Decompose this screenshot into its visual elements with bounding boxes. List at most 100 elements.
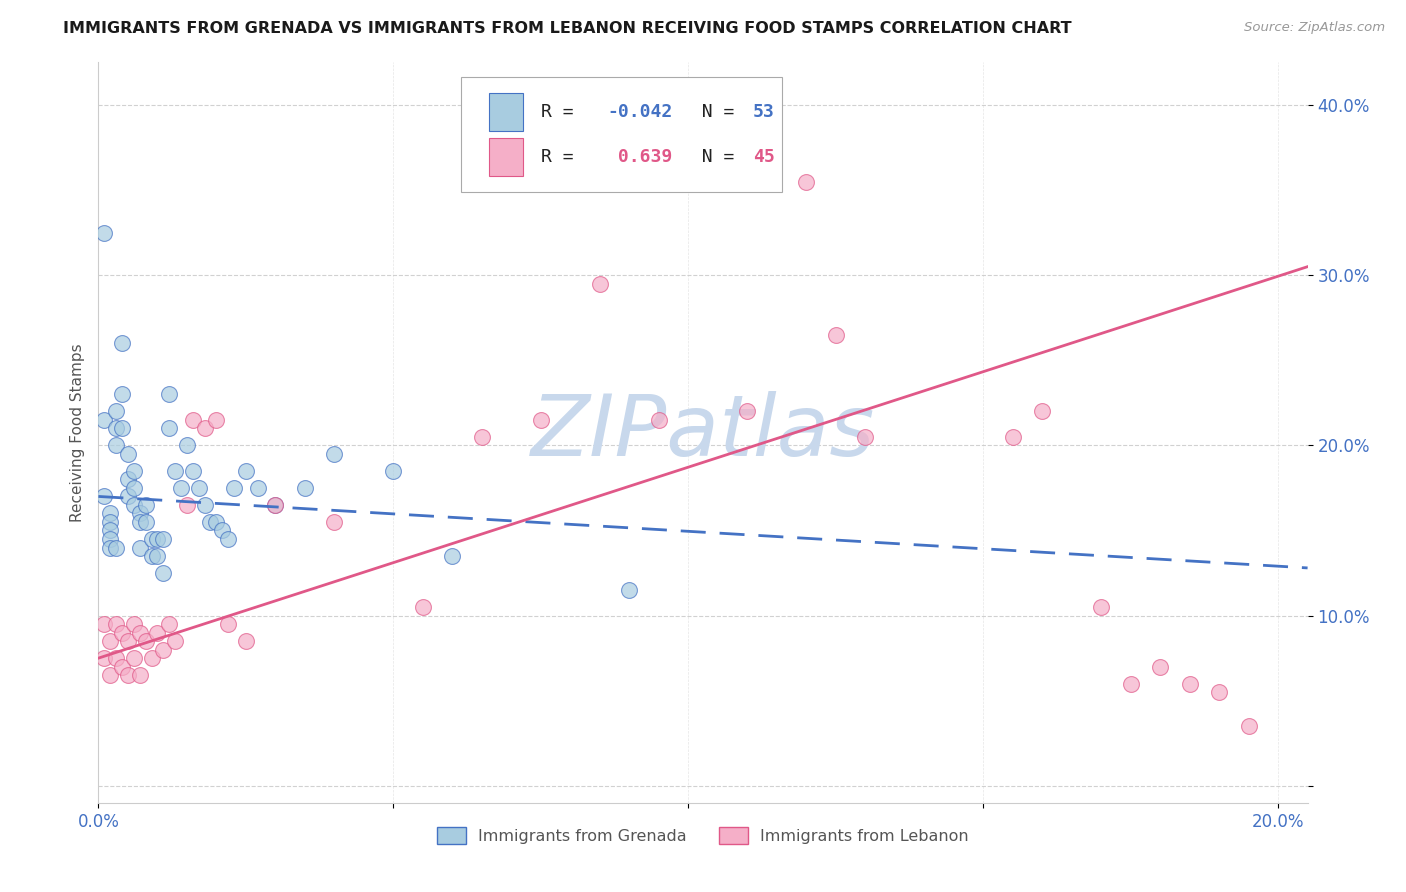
Legend: Immigrants from Grenada, Immigrants from Lebanon: Immigrants from Grenada, Immigrants from…	[430, 821, 976, 850]
Point	[141, 651, 163, 665]
Text: ZIPatlas: ZIPatlas	[531, 391, 875, 475]
Point	[294, 481, 316, 495]
Point	[222, 481, 245, 495]
Point	[217, 617, 239, 632]
Point	[128, 541, 150, 555]
Point	[146, 532, 169, 546]
Point	[323, 515, 346, 529]
Point	[98, 515, 121, 529]
Point	[98, 524, 121, 538]
Point	[157, 421, 180, 435]
Point	[1178, 676, 1201, 690]
Point	[211, 524, 233, 538]
Point	[157, 387, 180, 401]
Point	[111, 336, 134, 351]
Point	[141, 532, 163, 546]
Point	[105, 421, 128, 435]
Point	[824, 327, 846, 342]
Point	[98, 507, 121, 521]
Point	[105, 438, 128, 452]
FancyBboxPatch shape	[461, 78, 782, 192]
Point	[135, 515, 157, 529]
Point	[117, 472, 139, 486]
Point	[93, 651, 115, 665]
Point	[122, 464, 145, 478]
Text: -0.042: -0.042	[607, 103, 672, 121]
Point	[382, 464, 405, 478]
Point	[246, 481, 269, 495]
Text: IMMIGRANTS FROM GRENADA VS IMMIGRANTS FROM LEBANON RECEIVING FOOD STAMPS CORRELA: IMMIGRANTS FROM GRENADA VS IMMIGRANTS FR…	[63, 21, 1071, 37]
Point	[323, 447, 346, 461]
Point	[176, 498, 198, 512]
Point	[165, 464, 187, 478]
FancyBboxPatch shape	[489, 93, 523, 131]
Point	[181, 413, 204, 427]
Text: N =: N =	[681, 103, 745, 121]
Point	[170, 481, 193, 495]
Point	[105, 541, 128, 555]
Point	[648, 413, 671, 427]
Text: 0.639: 0.639	[607, 148, 672, 166]
Point	[117, 490, 139, 504]
Point	[111, 659, 134, 673]
Point	[93, 413, 115, 427]
Point	[205, 515, 228, 529]
FancyBboxPatch shape	[489, 138, 523, 177]
Point	[98, 634, 121, 648]
Point	[157, 617, 180, 632]
Point	[853, 430, 876, 444]
Point	[1031, 404, 1053, 418]
Y-axis label: Receiving Food Stamps: Receiving Food Stamps	[69, 343, 84, 522]
Point	[105, 617, 128, 632]
Point	[105, 404, 128, 418]
Point	[111, 387, 134, 401]
Point	[117, 668, 139, 682]
Point	[141, 549, 163, 563]
Point	[735, 404, 758, 418]
Point	[122, 617, 145, 632]
Point	[217, 532, 239, 546]
Point	[165, 634, 187, 648]
Point	[117, 447, 139, 461]
Point	[187, 481, 209, 495]
Point	[589, 277, 612, 291]
Text: N =: N =	[681, 148, 745, 166]
Point	[111, 625, 134, 640]
Point	[181, 464, 204, 478]
Point	[98, 668, 121, 682]
Point	[264, 498, 287, 512]
Point	[176, 438, 198, 452]
Point	[205, 413, 228, 427]
Point	[117, 634, 139, 648]
Point	[235, 634, 257, 648]
Point	[122, 651, 145, 665]
Point	[152, 532, 174, 546]
Text: R =: R =	[541, 148, 595, 166]
Point	[93, 490, 115, 504]
Point	[200, 515, 222, 529]
Text: Source: ZipAtlas.com: Source: ZipAtlas.com	[1244, 21, 1385, 35]
Point	[146, 549, 169, 563]
Point	[194, 498, 217, 512]
Point	[146, 625, 169, 640]
Point	[619, 582, 641, 597]
Point	[93, 617, 115, 632]
Point	[530, 413, 553, 427]
Point	[1119, 676, 1142, 690]
Point	[1001, 430, 1024, 444]
Point	[152, 566, 174, 580]
Point	[93, 226, 115, 240]
Point	[122, 498, 145, 512]
Point	[441, 549, 464, 563]
Point	[264, 498, 287, 512]
Point	[128, 507, 150, 521]
Point	[128, 515, 150, 529]
Point	[194, 421, 217, 435]
Point	[235, 464, 257, 478]
Point	[1237, 719, 1260, 733]
Point	[1090, 600, 1112, 615]
Point	[471, 430, 494, 444]
Point	[98, 541, 121, 555]
Point	[412, 600, 434, 615]
Point	[135, 498, 157, 512]
